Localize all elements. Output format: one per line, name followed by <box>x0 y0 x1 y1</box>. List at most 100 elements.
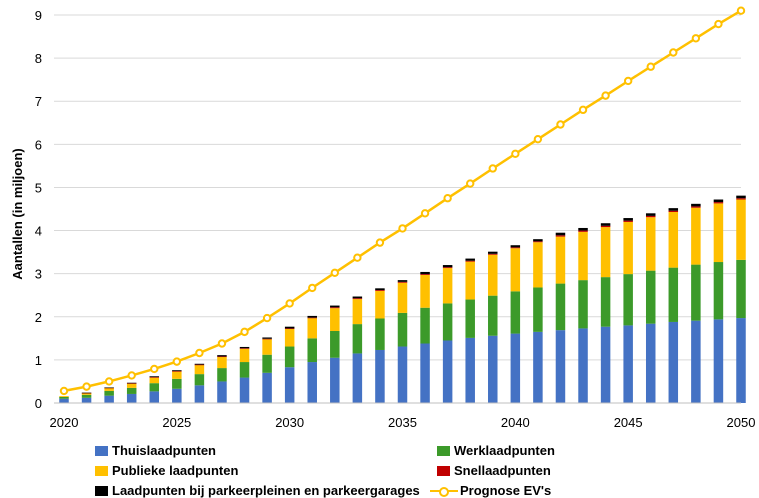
bar-segment <box>533 239 543 242</box>
bar-segment <box>645 213 656 216</box>
legend-swatch <box>95 485 108 496</box>
bar-segment <box>555 232 566 236</box>
bar-segment <box>239 346 250 349</box>
legend-label: Thuislaadpunten <box>112 443 216 458</box>
bar-segment <box>736 195 746 199</box>
bar-segment <box>104 387 114 391</box>
bar-segment <box>330 331 340 358</box>
legend-swatch <box>437 465 450 476</box>
bar-segment <box>420 274 430 308</box>
bar-segment <box>262 339 272 355</box>
bar-segment <box>149 383 160 392</box>
bar-segment <box>645 323 656 403</box>
y-tick-label: 9 <box>35 8 42 23</box>
bar-segment <box>194 365 205 375</box>
bar-segment <box>623 218 633 221</box>
prognose-point <box>240 327 249 337</box>
bar-segment <box>126 387 137 394</box>
bar-segment <box>600 277 611 327</box>
x-tick-label: 2025 <box>162 415 191 430</box>
bar-segment <box>352 324 363 354</box>
legend-item-prognose-evs: Prognose EV's <box>430 483 551 498</box>
prognose-point <box>420 209 430 218</box>
bar-segment <box>284 328 295 330</box>
bar-segment <box>217 368 227 382</box>
bar-segment <box>104 387 114 389</box>
bar-segment <box>465 260 475 262</box>
bar-segment <box>375 290 385 291</box>
y-tick-label: 6 <box>35 137 42 152</box>
prognose-point <box>353 253 362 262</box>
bar-segment <box>668 267 679 322</box>
bar-segment <box>397 280 408 282</box>
bar-segment <box>533 242 543 288</box>
prognose-point <box>488 164 497 173</box>
bar-segment <box>149 391 160 403</box>
bar-segment <box>488 251 498 254</box>
bar-segment <box>284 328 295 347</box>
bar-segment <box>510 333 521 403</box>
bar-segment <box>510 247 521 249</box>
bar-segment <box>172 371 182 379</box>
bar-segment <box>668 210 679 213</box>
x-tick-label: 2030 <box>275 415 304 430</box>
bar-segment <box>149 376 160 378</box>
bar-segment <box>126 382 137 384</box>
x-tick-label: 2040 <box>501 415 530 430</box>
prognose-point <box>104 377 114 386</box>
y-tick-label: 4 <box>35 224 42 239</box>
prognose-line <box>59 6 746 396</box>
bar-segment <box>59 396 69 399</box>
bar-segment <box>600 326 611 403</box>
bar-segment <box>736 259 746 319</box>
y-tick-label: 2 <box>35 310 42 325</box>
x-tick-label: 2035 <box>388 415 417 430</box>
legend-line-swatch <box>430 486 458 497</box>
bar-segment <box>330 308 340 332</box>
prognose-point <box>443 194 452 203</box>
bar-segment <box>420 307 430 344</box>
legend-item-snellaadpunten: Snellaadpunten <box>437 463 551 478</box>
bar-segment <box>465 299 475 338</box>
bar-segment <box>239 377 250 403</box>
bar-segment <box>217 356 227 369</box>
bar-segment <box>510 245 521 248</box>
bar-segment <box>352 296 363 299</box>
bar-segment <box>578 231 588 281</box>
bar-segment <box>691 206 701 208</box>
prognose-point <box>217 339 227 348</box>
bar-segment <box>126 393 137 403</box>
prognose-point <box>82 382 91 391</box>
legend-label: Prognose EV's <box>460 483 552 498</box>
bar-segment <box>81 393 92 395</box>
bar-segment <box>375 349 385 403</box>
bar-segment <box>81 394 92 398</box>
bar-segment <box>736 199 746 260</box>
bar-segment <box>623 274 633 326</box>
bar-segment <box>126 383 137 384</box>
prognose-point <box>601 91 610 100</box>
bar-segment <box>488 335 498 403</box>
bar-segment <box>397 281 408 283</box>
bar-segment <box>465 258 475 261</box>
bar-segment <box>691 320 701 403</box>
legend-item-parkeerpleinen: Laadpunten bij parkeerpleinen en parkeer… <box>95 483 420 498</box>
bar-segment <box>194 385 205 403</box>
bar-segment <box>397 282 408 313</box>
x-tick-label: 2020 <box>50 415 79 430</box>
bar-segment <box>533 287 543 332</box>
legend-label: Laadpunten bij parkeerpleinen en parkeer… <box>112 483 420 498</box>
bar-segment <box>149 377 160 384</box>
legend-swatch <box>95 445 108 456</box>
bar-segment <box>668 208 679 211</box>
bar-segment <box>284 346 295 368</box>
bar-segment <box>691 203 701 207</box>
prognose-point <box>172 357 182 366</box>
bar-segment <box>623 221 633 275</box>
prognose-point <box>375 238 385 247</box>
prognose-point <box>556 120 565 129</box>
bar-segment <box>172 388 182 403</box>
bar-segment <box>126 383 137 388</box>
bar-segment <box>713 199 724 203</box>
bar-segment <box>375 288 385 291</box>
